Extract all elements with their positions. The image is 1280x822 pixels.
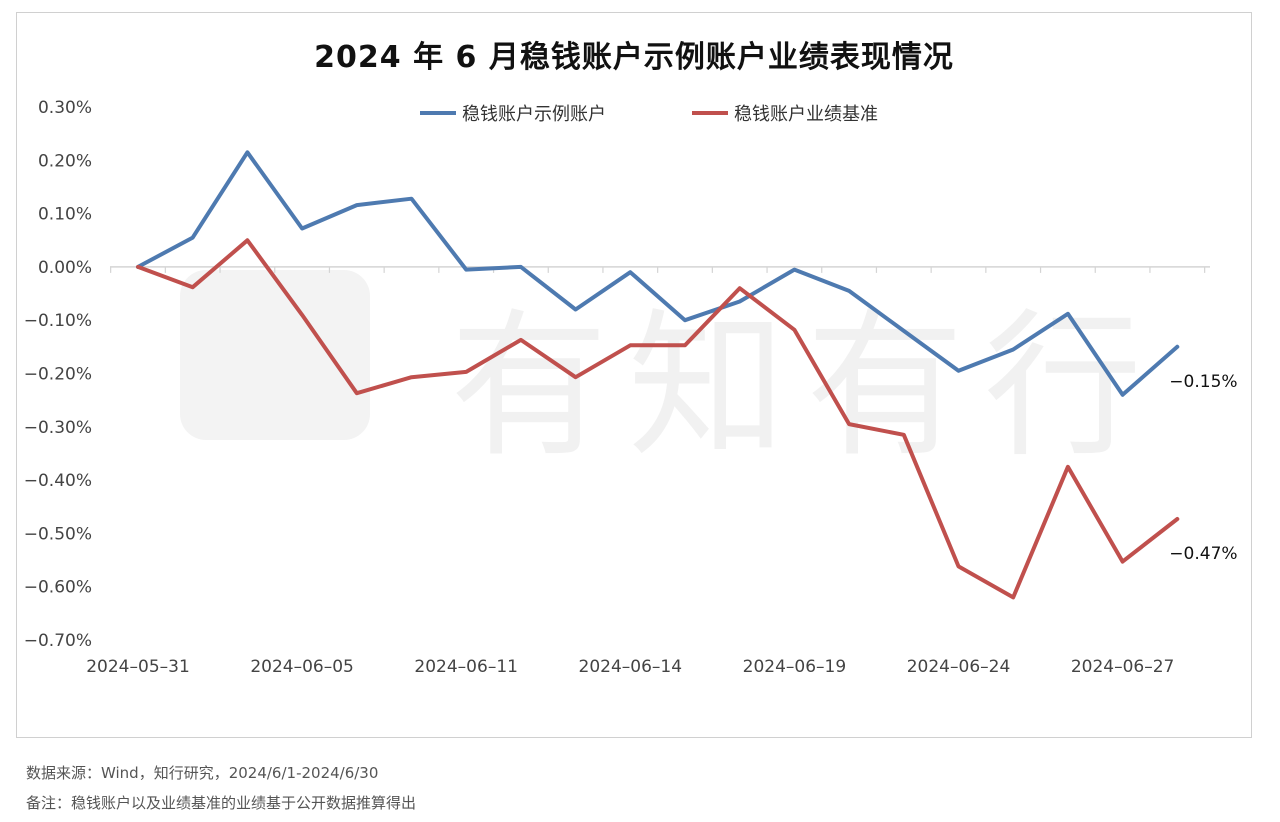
series-lines	[136, 150, 1180, 600]
legend: 稳钱账户示例账户 稳钱账户业绩基准	[420, 104, 878, 125]
x-tick-label: 2024–06–27	[1071, 657, 1175, 677]
x-tick-label: 2024–06–05	[250, 657, 354, 677]
x-tick-label: 2024–06–24	[907, 657, 1011, 677]
y-tick-label: 0.30%	[38, 98, 92, 118]
y-tick-label: 0.00%	[38, 258, 92, 278]
y-tick-label: −0.50%	[24, 524, 92, 544]
y-tick-label: −0.60%	[24, 578, 92, 598]
chart-title: 2024 年 6 月稳钱账户示例账户业绩表现情况	[314, 40, 954, 75]
x-tick-label: 2024–06–11	[414, 657, 518, 677]
x-tick-label: 2024–06–14	[579, 657, 683, 677]
y-tick-label: −0.40%	[24, 471, 92, 491]
series-line-1	[136, 150, 1180, 397]
series-line-2	[136, 238, 1180, 600]
footnote-source: 数据来源：Wind，知行研究，2024/6/1-2024/6/30	[26, 764, 379, 782]
y-tick-label: 0.10%	[38, 205, 92, 225]
x-tick-label: 2024–06–19	[743, 657, 847, 677]
y-tick-label: −0.20%	[24, 365, 92, 385]
y-tick-label: −0.30%	[24, 418, 92, 438]
footnote-note: 备注：稳钱账户以及业绩基准的业绩基于公开数据推算得出	[26, 794, 417, 812]
legend-label: 稳钱账户业绩基准	[734, 104, 878, 125]
x-axis: 2024–05–31 2024–06–05 2024–06–11 2024–06–14…	[86, 266, 1210, 677]
y-tick-label: 0.20%	[38, 151, 92, 171]
legend-label: 稳钱账户示例账户	[462, 104, 606, 125]
end-label-1: −0.15%	[1169, 372, 1237, 392]
y-tick-label: −0.10%	[24, 311, 92, 331]
end-labels: −0.15% −0.47%	[1169, 372, 1237, 564]
y-tick-label: −0.70%	[24, 631, 92, 651]
x-tick-label: 2024–05–31	[86, 657, 190, 677]
y-axis-ticks: 0.30% 0.20% 0.10% 0.00% −0.10% −0.20% −0.30% −0…	[24, 98, 92, 651]
end-label-2: −0.47%	[1169, 544, 1237, 564]
